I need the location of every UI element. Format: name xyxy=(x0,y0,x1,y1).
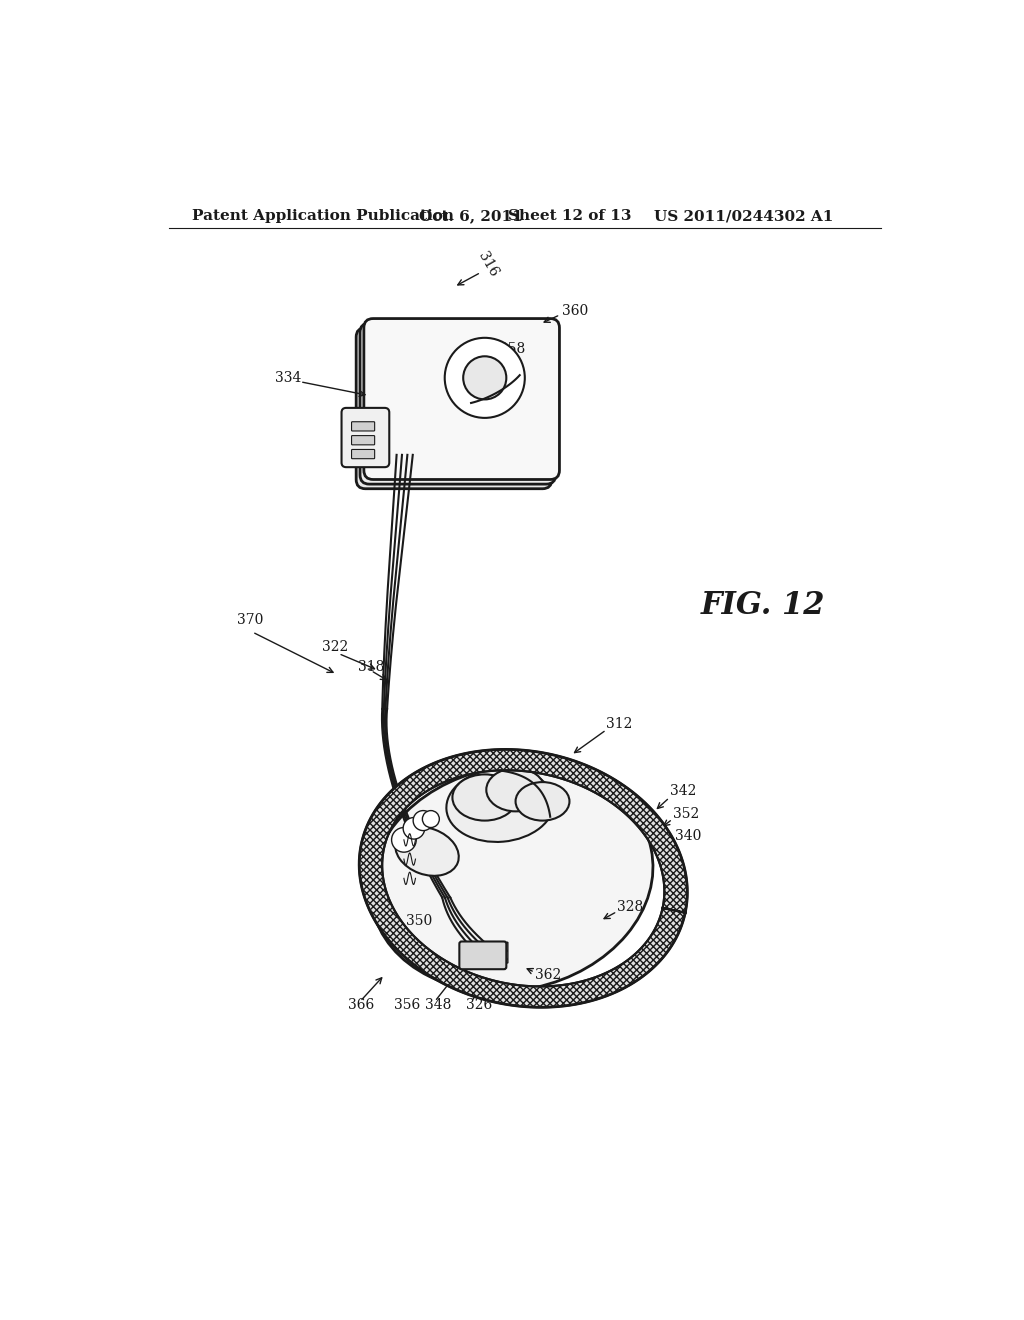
Text: 318: 318 xyxy=(357,660,384,673)
FancyBboxPatch shape xyxy=(364,318,559,479)
FancyBboxPatch shape xyxy=(351,422,375,430)
Circle shape xyxy=(391,828,416,853)
Text: Oct. 6, 2011: Oct. 6, 2011 xyxy=(419,209,523,223)
Text: 348: 348 xyxy=(425,998,452,1012)
FancyBboxPatch shape xyxy=(356,327,552,488)
Circle shape xyxy=(403,817,425,840)
Ellipse shape xyxy=(486,768,545,812)
Text: 322: 322 xyxy=(322,640,348,655)
Text: 326: 326 xyxy=(466,998,492,1012)
Text: 362: 362 xyxy=(535,968,561,982)
Polygon shape xyxy=(359,750,687,1007)
FancyBboxPatch shape xyxy=(351,436,375,445)
Ellipse shape xyxy=(371,766,653,991)
Circle shape xyxy=(444,338,524,418)
Text: 360: 360 xyxy=(562,304,588,318)
Ellipse shape xyxy=(515,781,569,821)
Ellipse shape xyxy=(395,826,459,876)
Text: 316: 316 xyxy=(475,249,501,280)
Text: 366: 366 xyxy=(348,998,374,1012)
Polygon shape xyxy=(462,942,508,964)
Text: US 2011/0244302 A1: US 2011/0244302 A1 xyxy=(654,209,834,223)
Ellipse shape xyxy=(453,775,517,821)
Circle shape xyxy=(422,810,439,828)
Text: 340: 340 xyxy=(675,829,701,843)
FancyBboxPatch shape xyxy=(360,323,556,484)
Text: 356: 356 xyxy=(394,998,420,1012)
Text: 328: 328 xyxy=(617,900,643,913)
Text: FIG. 12: FIG. 12 xyxy=(700,590,825,620)
Text: 334: 334 xyxy=(275,371,302,385)
Text: 352: 352 xyxy=(674,808,699,821)
FancyBboxPatch shape xyxy=(351,449,375,459)
Text: 342: 342 xyxy=(670,784,696,799)
Text: 370: 370 xyxy=(237,614,263,627)
Text: Patent Application Publication: Patent Application Publication xyxy=(193,209,455,223)
Text: 350: 350 xyxy=(407,913,432,928)
Circle shape xyxy=(413,810,433,830)
Text: 312: 312 xyxy=(606,717,633,731)
FancyBboxPatch shape xyxy=(460,941,506,969)
FancyBboxPatch shape xyxy=(342,408,389,467)
Circle shape xyxy=(463,356,506,400)
Text: 358: 358 xyxy=(499,342,525,355)
Text: Sheet 12 of 13: Sheet 12 of 13 xyxy=(508,209,632,223)
Ellipse shape xyxy=(446,768,554,842)
